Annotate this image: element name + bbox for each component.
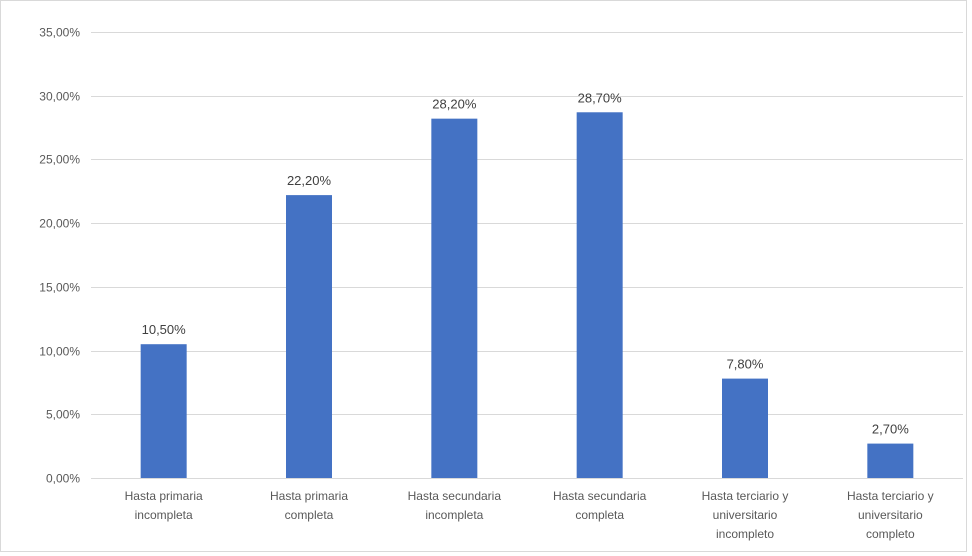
x-category-label-line: completo	[866, 527, 915, 541]
data-label: 22,20%	[287, 173, 332, 188]
y-tick-label: 20,00%	[39, 217, 80, 231]
x-category-label-line: Hasta secundaria	[408, 489, 502, 503]
x-category-label: Hasta secundaria completa	[553, 489, 647, 522]
data-label: 2,70%	[872, 422, 909, 437]
y-tick-label: 15,00%	[39, 281, 80, 295]
data-labels: 10,50% 22,20% 28,20% 28,70% 7,80% 2,70%	[142, 90, 910, 436]
x-category-label-line: incompleta	[425, 508, 483, 522]
bars	[140, 112, 914, 478]
bar	[286, 195, 332, 478]
y-tick-label: 10,00%	[39, 345, 80, 359]
x-category-label: Hasta terciario y universitario incompleto	[702, 489, 789, 541]
bar	[722, 378, 768, 478]
x-category-label-line: incompleto	[716, 527, 774, 541]
x-category-label-line: completa	[285, 508, 334, 522]
bar	[576, 112, 623, 478]
bar	[431, 118, 478, 478]
bar	[140, 344, 187, 478]
x-category-label-line: Hasta secundaria	[553, 489, 647, 503]
data-label: 10,50%	[142, 322, 187, 337]
x-category-label-line: universitario	[713, 508, 778, 522]
bar	[867, 443, 914, 478]
x-category-label-line: universitario	[858, 508, 923, 522]
x-category-label-line: Hasta terciario y	[847, 489, 934, 503]
x-category-label-line: Hasta terciario y	[702, 489, 789, 503]
data-label: 28,70%	[578, 90, 623, 105]
y-tick-label: 0,00%	[46, 472, 80, 486]
x-category-label: Hasta terciario y universitario completo	[847, 489, 934, 541]
y-tick-label: 5,00%	[46, 408, 80, 422]
data-label: 7,80%	[727, 357, 764, 372]
gridlines	[91, 32, 963, 479]
y-tick-label: 25,00%	[39, 153, 80, 167]
x-category-label-line: incompleta	[135, 508, 193, 522]
x-category-label-line: completa	[575, 508, 624, 522]
y-tick-label: 30,00%	[39, 90, 80, 104]
x-category-label-line: Hasta primaria	[270, 489, 348, 503]
x-category-label: Hasta primaria incompleta	[125, 489, 203, 522]
x-category-label: Hasta secundaria incompleta	[408, 489, 502, 522]
data-label: 28,20%	[432, 97, 477, 112]
x-category-label: Hasta primaria completa	[270, 489, 348, 522]
x-category-label-line: Hasta primaria	[125, 489, 203, 503]
y-axis-tick-labels: 0,00% 5,00% 10,00% 15,00% 20,00% 25,00% 30,00%…	[39, 26, 80, 486]
x-axis-category-labels: Hasta primaria incompleta Hasta primaria co…	[125, 489, 934, 541]
y-tick-label: 35,00%	[39, 26, 80, 40]
